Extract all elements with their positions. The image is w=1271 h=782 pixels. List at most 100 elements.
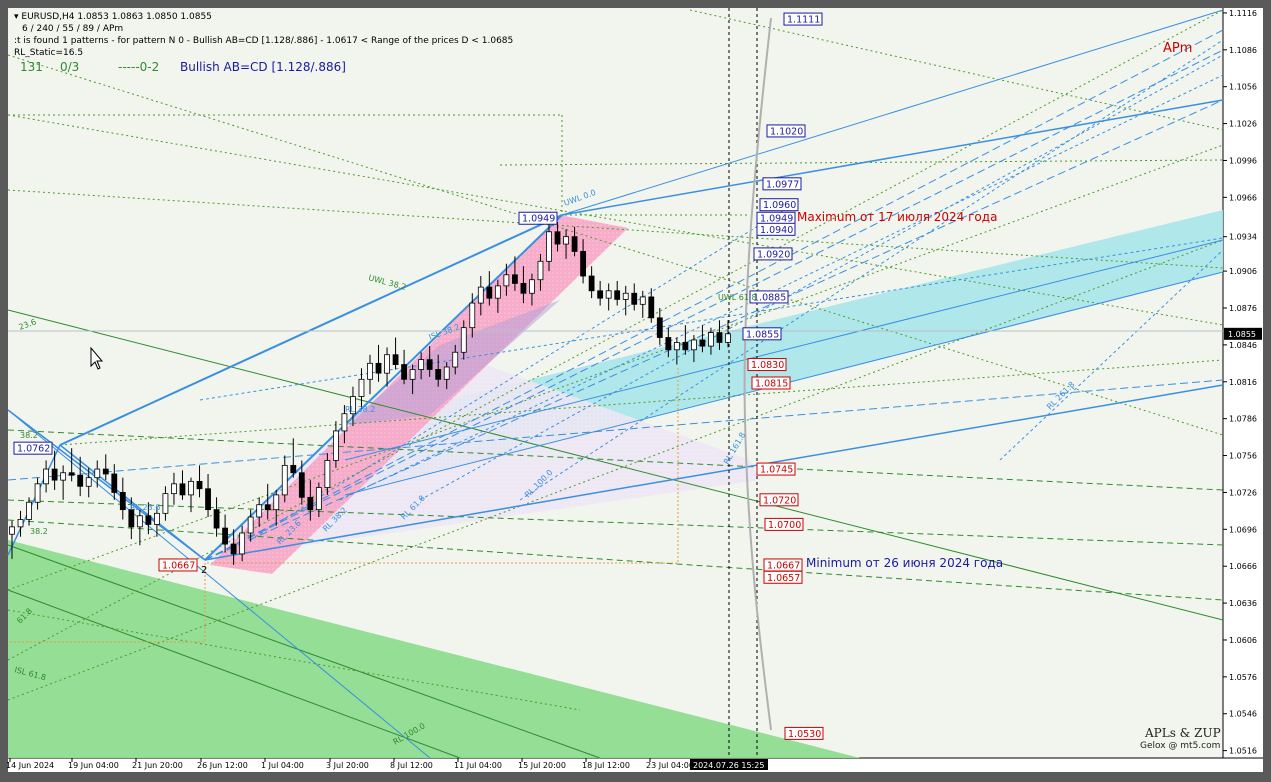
candle: [188, 477, 194, 513]
price-box: 1.0815: [751, 376, 791, 390]
zigzag-params: 6 / 240 / 55 / 89 / APm: [22, 24, 124, 34]
candle: [631, 283, 638, 311]
candle: [520, 266, 527, 304]
candle: [154, 507, 160, 537]
candle: [512, 256, 518, 291]
candle: [546, 218, 552, 272]
price-box: 1.0830: [747, 358, 787, 372]
candle: [656, 308, 663, 345]
candle: [264, 483, 271, 520]
candle: [350, 386, 356, 427]
candle: [315, 482, 322, 518]
candle: [392, 337, 399, 370]
counter-c: -----0-2: [118, 60, 160, 74]
y-tick-label: 1.0666: [1229, 562, 1257, 571]
candle: [9, 520, 15, 559]
mouse-cursor-icon: [90, 346, 104, 370]
price-box: 1.0885: [749, 290, 789, 304]
y-tick-label: 1.1026: [1229, 120, 1257, 129]
candle: [426, 346, 433, 377]
candle: [554, 221, 561, 252]
candle: [682, 325, 689, 355]
chevron-down-icon[interactable]: ▾: [14, 12, 22, 22]
candle: [60, 465, 67, 500]
price-box: 1.0920: [753, 247, 793, 261]
y-tick-label: 1.1086: [1229, 46, 1257, 55]
candle: [239, 525, 246, 562]
candle: [639, 290, 646, 318]
fib-label: RL 23.6: [130, 503, 160, 512]
y-tick-label: 1.1056: [1229, 83, 1257, 92]
candle: [367, 354, 373, 395]
candle: [375, 344, 382, 382]
candle: [119, 477, 126, 520]
x-tick-label: 18 Jul 12:00: [582, 761, 630, 770]
y-tick-label: 1.0816: [1229, 378, 1257, 387]
candle: [725, 320, 731, 348]
candle: [51, 450, 58, 490]
max-note: Maximum от 17 июля 2024 года: [797, 210, 997, 224]
y-tick-label: 1.0876: [1229, 304, 1257, 313]
candle: [716, 320, 723, 350]
svg-text:1.0949: 1.0949: [522, 214, 555, 225]
y-tick-label: 1.1116: [1229, 9, 1257, 18]
candle: [452, 344, 459, 375]
candle: [230, 529, 237, 565]
svg-text:1.0745: 1.0745: [760, 465, 793, 476]
price-box: 1.0977: [762, 177, 802, 191]
candle: [537, 253, 544, 291]
fib-label: UWL 61.8: [718, 293, 757, 302]
candle: [85, 467, 92, 498]
price-box: 1.0762: [13, 441, 53, 455]
svg-text:1.0667: 1.0667: [767, 560, 800, 571]
candle: [136, 509, 143, 546]
svg-text:1.0940: 1.0940: [760, 225, 793, 236]
price-boxes: 1.11111.10201.09771.09601.09491.09401.09…: [13, 12, 824, 740]
y-tick-label: 1.0606: [1229, 636, 1257, 645]
svg-text:1.0530: 1.0530: [788, 729, 821, 740]
candle: [128, 497, 135, 540]
candle: [443, 362, 450, 390]
svg-text:1.1111: 1.1111: [787, 15, 820, 26]
candle: [273, 489, 280, 526]
svg-text:1.0815: 1.0815: [755, 379, 788, 390]
symbol-quote: EURUSD,H4 1.0853 1.0863 1.0850 1.0855: [21, 12, 212, 22]
rl-static: RL_Static=16.5: [14, 48, 84, 58]
y-tick-label: 1.0696: [1229, 525, 1257, 534]
price-box: 1.0940: [756, 222, 796, 236]
y-tick-label: 1.0966: [1229, 193, 1257, 202]
price-box: 1.0745: [756, 462, 796, 476]
y-tick-label: 1.0576: [1229, 673, 1257, 682]
candle: [111, 464, 118, 500]
candle: [691, 335, 697, 363]
x-tick-label: 19 Jun 04:00: [68, 761, 119, 770]
counter-a: 131: [20, 60, 43, 74]
y-tick-label: 1.0846: [1229, 341, 1257, 350]
candle: [358, 368, 365, 409]
svg-text:1.0830: 1.0830: [751, 360, 784, 371]
svg-text:1.0657: 1.0657: [767, 573, 800, 584]
fib-label: RL 38.2: [345, 405, 375, 414]
candle: [469, 293, 476, 338]
candle: [503, 263, 510, 296]
candle: [571, 226, 578, 257]
candle: [324, 453, 331, 495]
y-tick-label: 1.0726: [1229, 488, 1257, 497]
x-tick-label: 1 Jul 04:00: [261, 761, 304, 770]
candle: [563, 229, 569, 259]
svg-text:1.1020: 1.1020: [770, 126, 803, 137]
svg-text:1.0700: 1.0700: [768, 520, 801, 531]
counter-b: 0/3: [60, 60, 80, 74]
candle: [418, 352, 425, 380]
candle: [281, 455, 288, 503]
y-tick-label: 1.0516: [1229, 747, 1257, 756]
candle: [222, 514, 228, 553]
x-tick-label: 14 Jun 2024: [6, 761, 54, 770]
candle: [77, 456, 84, 497]
candle: [196, 465, 203, 498]
signature-2: Gelox @ mt5.com: [1140, 741, 1220, 751]
candle: [290, 438, 297, 478]
candle: [102, 454, 109, 481]
candle: [588, 266, 595, 299]
